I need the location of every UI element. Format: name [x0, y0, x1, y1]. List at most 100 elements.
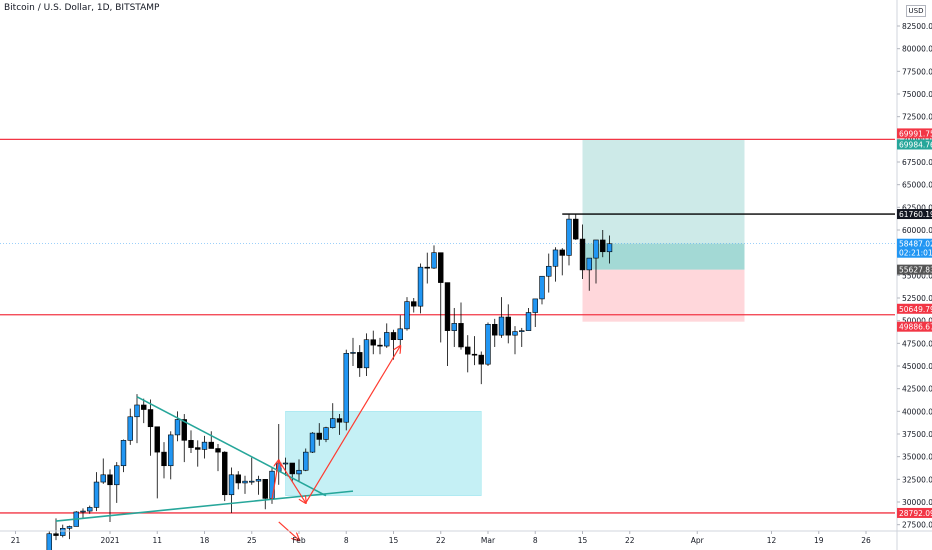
- candle-body: [532, 298, 538, 313]
- price-label: 49886.67: [899, 323, 932, 332]
- candle-body: [87, 507, 93, 512]
- candle-body: [451, 323, 457, 331]
- candle-body: [424, 266, 430, 269]
- candle-body: [417, 266, 424, 307]
- price-label-bg: [897, 321, 932, 332]
- price-label: 61760.19: [899, 210, 932, 219]
- time-tick-label: Apr: [691, 536, 705, 545]
- price-tick-label: 35000.00: [902, 453, 932, 462]
- candle-body: [66, 526, 73, 529]
- candle-body: [350, 352, 356, 354]
- arrow-1[interactable]: [271, 460, 279, 500]
- candle-body: [444, 282, 451, 331]
- current-price-label: 58487.02: [899, 240, 932, 249]
- candle-body: [60, 527, 66, 536]
- candle-body: [188, 440, 194, 448]
- candle-body: [390, 332, 397, 341]
- candle-body: [552, 249, 559, 267]
- candle-body: [525, 312, 532, 331]
- chart-title: Bitcoin / U.S. Dollar, 1D, BITSTAMP: [4, 3, 160, 13]
- candle-body: [262, 479, 268, 499]
- candle-body: [127, 416, 133, 441]
- candle-body: [492, 323, 498, 336]
- upper-trendline[interactable]: [136, 396, 327, 497]
- candle-body: [303, 451, 309, 471]
- candle-body: [154, 426, 160, 453]
- price-tick-label: 80000.00: [902, 45, 932, 54]
- price-tick-label: 50000.00: [902, 317, 932, 326]
- time-tick-label: 2021: [100, 536, 119, 545]
- price-label: 55627.83: [899, 266, 932, 275]
- candle-body: [255, 479, 262, 482]
- price-tick-label: 65000.00: [902, 181, 932, 190]
- candle-body: [498, 316, 505, 336]
- time-tick-label: 12: [767, 536, 777, 545]
- time-tick-label: 15: [389, 536, 399, 545]
- candle-body: [107, 474, 113, 486]
- arrow-2[interactable]: [278, 459, 306, 503]
- price-tick-label: 55000.00: [902, 271, 932, 280]
- price-label-bg: [897, 209, 932, 220]
- candles: [46, 214, 613, 550]
- time-tick-label: Mar: [481, 536, 496, 545]
- candle-body: [222, 451, 228, 496]
- candle-body: [336, 418, 343, 423]
- candle-body: [100, 474, 106, 483]
- candle-body: [586, 257, 592, 271]
- candle-body: [465, 346, 471, 355]
- time-tick-label: 15: [578, 536, 588, 545]
- price-labels: 69991.75 69984.76 61760.19 55627.83 50649.79…: [897, 128, 932, 518]
- candle-body: [384, 332, 390, 347]
- candle-body: [600, 239, 606, 253]
- price-axis[interactable]: 27500.00 30000.00 32500.00 35000.00 37500.00…: [896, 0, 932, 550]
- candle-body: [330, 418, 336, 428]
- price-tick-label: 60000.00: [902, 226, 932, 235]
- candle-body: [546, 265, 552, 277]
- price-tick-label: 72500.00: [902, 113, 932, 122]
- candle-body: [404, 301, 410, 330]
- demand-box: [285, 411, 482, 496]
- candle-body: [579, 238, 586, 271]
- candle-body: [168, 434, 174, 467]
- price-tick-label: 77500.00: [902, 67, 932, 76]
- candle-body: [478, 354, 484, 365]
- time-tick-label: 19: [814, 536, 824, 545]
- candle-body: [235, 474, 241, 484]
- drawing-zones: [285, 139, 745, 496]
- candle-body: [134, 404, 140, 418]
- candle-body: [397, 328, 403, 341]
- candle-body: [53, 533, 59, 536]
- price-tick-label: 47500.00: [902, 339, 932, 348]
- candle-body: [201, 441, 208, 450]
- candle-body: [249, 480, 255, 483]
- candle-body: [161, 451, 167, 467]
- candle-body: [377, 344, 383, 347]
- price-label: 28792.09: [899, 509, 932, 518]
- candle-body: [114, 465, 120, 486]
- candle-body: [46, 533, 52, 550]
- currency-button[interactable]: USD: [906, 5, 926, 17]
- price-label: 50649.79: [899, 305, 932, 314]
- candle-body: [411, 301, 417, 307]
- candle-body: [242, 480, 248, 484]
- lower-trendline[interactable]: [55, 490, 354, 522]
- candle-body: [147, 409, 154, 428]
- candle-body: [363, 339, 370, 369]
- candle-body: [323, 427, 329, 440]
- price-tick-label: 42500.00: [902, 385, 932, 394]
- price-label-bg: [897, 507, 932, 518]
- time-tick-label: 26: [861, 536, 871, 545]
- candle-body: [566, 218, 572, 256]
- drawings[interactable]: [55, 346, 401, 540]
- loss-zone: [582, 269, 745, 322]
- arrow-3[interactable]: [305, 346, 401, 504]
- candle-body: [309, 432, 316, 453]
- candle-body: [215, 448, 221, 453]
- price-tick-label: 30000.00: [902, 498, 932, 507]
- price-tick-label: 82500.00: [902, 22, 932, 31]
- candle-body: [431, 252, 437, 269]
- time-axis[interactable]: 21 2021 11 18 25 Feb 8 15 22 Mar 8 15 22 Apr 12 19 26: [0, 530, 932, 545]
- price-label-bg: [897, 303, 932, 314]
- candle-body: [174, 419, 181, 436]
